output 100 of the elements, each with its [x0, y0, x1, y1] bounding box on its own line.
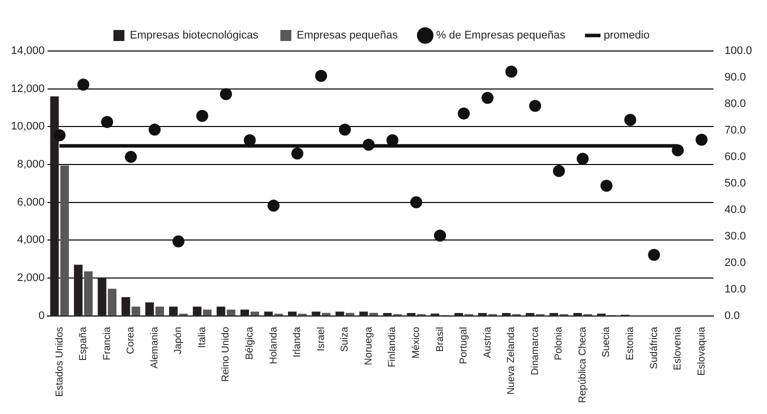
x-tick-label: España [78, 326, 90, 361]
bar [155, 306, 164, 316]
point [172, 235, 184, 248]
bar [322, 312, 330, 316]
bar [264, 312, 273, 316]
point [268, 200, 280, 212]
x-tick-label: Brasil [434, 326, 446, 352]
y-tick-label: 6,000 [17, 196, 45, 208]
bar [250, 312, 260, 316]
point [124, 150, 137, 163]
bar [226, 310, 236, 316]
bar [145, 302, 154, 316]
y-tick-label: 14,000 [10, 45, 45, 58]
point [648, 248, 660, 261]
point [600, 180, 612, 192]
bar [359, 312, 368, 316]
bar [74, 264, 83, 316]
y2-tick-label: 50.0 [724, 177, 746, 190]
bar [60, 165, 69, 316]
x-tick-label: Eslovaquia [696, 326, 708, 376]
bar [240, 310, 250, 316]
y2-tick-label: 0.0 [724, 310, 740, 322]
y2-tick-label: 30.0 [724, 230, 746, 242]
bar [108, 288, 116, 316]
point [220, 88, 232, 100]
x-tick-label: Nueva Zelanda [506, 326, 518, 395]
x-tick-label: Suiza [340, 326, 351, 352]
x-tick-label: Reino Unido [220, 326, 232, 382]
x-tick-label: Austria [482, 326, 494, 358]
bar [288, 312, 297, 316]
x-tick-label: Sudáfrica [648, 326, 660, 370]
point [196, 110, 208, 122]
bar [202, 310, 212, 316]
x-tick-label: Dinamarca [530, 326, 541, 376]
bar [132, 306, 140, 316]
x-tick-label: Finlandia [387, 326, 398, 368]
y2-tick-label: 60.0 [724, 150, 746, 163]
bar [336, 312, 344, 316]
bar [346, 312, 354, 316]
x-tick-label: Portugal [458, 326, 470, 364]
x-tick-label: Noruega [363, 326, 374, 366]
x-tick-label: Eslovenia [672, 326, 684, 370]
x-tick-label: República Checa [577, 326, 588, 404]
bar [50, 96, 59, 316]
point [458, 108, 470, 120]
bar [84, 271, 93, 316]
point [696, 134, 708, 146]
point [101, 116, 114, 128]
y-tick-label: 4,000 [17, 234, 45, 246]
point [482, 92, 494, 104]
y-tick-label: 8,000 [17, 158, 45, 171]
x-tick-label: Estados Unidos [54, 326, 66, 397]
x-tick-label: Italia [196, 326, 208, 348]
bar [312, 312, 320, 316]
legend-label: Empresas pequeñas [296, 30, 398, 42]
x-tick-label: Japón [173, 326, 184, 354]
bar [122, 297, 130, 316]
point [315, 70, 328, 82]
x-tick-label: Holanda [268, 326, 280, 364]
point [291, 147, 304, 160]
x-tick-label: Estonia [624, 326, 636, 360]
y2-tick-label: 80.0 [724, 98, 746, 110]
bar [369, 312, 378, 316]
bar [192, 306, 202, 316]
y2-tick-label: 10.0 [724, 283, 746, 296]
y-tick-label: 2,000 [17, 272, 45, 284]
point [77, 78, 90, 91]
legend-label: promedio [604, 30, 650, 42]
x-tick-label: Corea [126, 326, 137, 354]
point [529, 100, 542, 112]
x-tick-label: Francia [102, 326, 113, 360]
y-tick-label: 10,000 [10, 120, 45, 133]
point [410, 196, 422, 208]
x-tick-label: México [410, 326, 422, 359]
x-tick-label: Israel [316, 326, 327, 352]
point [624, 114, 636, 126]
point [338, 124, 351, 136]
y2-tick-label: 90.0 [724, 72, 746, 84]
legend-label: Empresas biotecnológicas [130, 30, 259, 42]
x-tick-label: Irlanda [292, 326, 304, 358]
y2-tick-label: 100.0 [724, 45, 752, 58]
point [576, 152, 589, 165]
point [672, 144, 684, 156]
y-tick-label: 0 [38, 310, 45, 322]
point [552, 164, 565, 177]
y2-tick-label: 70.0 [724, 124, 746, 136]
y-tick-label: 12,000 [10, 82, 45, 95]
point [434, 230, 446, 242]
bar [169, 306, 178, 316]
x-tick-label: Bélgica [244, 326, 256, 360]
x-tick-label: Alemania [149, 326, 160, 369]
point [148, 124, 161, 136]
point [54, 129, 66, 142]
x-tick-label: Polonia [554, 326, 565, 360]
legend-label: % de Empresas pequeñas [436, 30, 566, 42]
y2-tick-label: 40.0 [724, 204, 746, 216]
point [362, 138, 375, 151]
point [505, 66, 518, 78]
bar [98, 278, 106, 316]
y2-tick-label: 20.0 [724, 256, 746, 269]
